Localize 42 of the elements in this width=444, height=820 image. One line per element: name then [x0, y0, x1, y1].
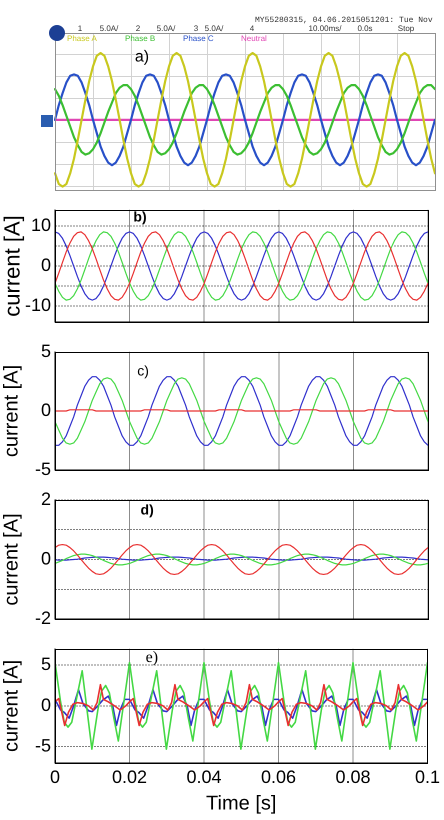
- y-tick-label: 10: [30, 214, 51, 235]
- y-tick-label: 0: [40, 400, 51, 420]
- text: Neutral: [241, 34, 268, 44]
- x-tick-label: 0.02: [112, 766, 148, 787]
- x-tick-label: 0.08: [335, 766, 371, 787]
- text: MY55280315, 04.06.2015051201: Tue Nov: [255, 16, 433, 26]
- series-label: Phase A: [67, 34, 98, 44]
- x-tick-label: 0.04: [186, 766, 222, 787]
- chart-title: d): [140, 502, 154, 518]
- y-axis-title: current [A]: [0, 215, 24, 317]
- text: 10.00ms/: [308, 24, 342, 34]
- text: 5.0A/: [204, 24, 224, 34]
- text: 4: [250, 24, 255, 34]
- chart-title: b): [133, 208, 147, 225]
- y-tick-label: 5: [40, 340, 51, 361]
- y-tick-label: 5: [40, 654, 51, 674]
- y-tick-label: 0: [40, 254, 51, 275]
- y-axis-title: current [A]: [0, 364, 23, 458]
- y-tick-label: -10: [24, 295, 51, 316]
- chart-title: a): [134, 48, 150, 66]
- y-tick-label: 2: [40, 488, 51, 509]
- text: 5.0A/: [156, 24, 176, 34]
- text: Phase C: [183, 34, 214, 44]
- text: 5.0A/: [100, 24, 120, 34]
- text: 3: [194, 24, 199, 34]
- text: Stop: [398, 24, 415, 34]
- y-tick-label: 0: [40, 694, 51, 715]
- x-tick-label: 0.1: [414, 766, 440, 787]
- text: 1: [78, 24, 83, 34]
- text: Phase B: [125, 34, 156, 44]
- y-tick-label: -5: [34, 736, 51, 756]
- y-tick-label: -2: [34, 608, 51, 628]
- y-axis-title: current [A]: [0, 660, 23, 752]
- x-tick-label: 0.06: [260, 766, 296, 787]
- y-tick-label: -5: [34, 459, 51, 480]
- text: 2: [136, 24, 141, 34]
- text: c): [137, 362, 149, 379]
- y-axis-title: current [A]: [0, 513, 23, 606]
- chart-title: e): [146, 649, 158, 666]
- x-axis-title: Time [s]: [206, 792, 276, 815]
- text: 0.0s: [357, 24, 373, 34]
- y-tick-label: 0: [40, 548, 51, 568]
